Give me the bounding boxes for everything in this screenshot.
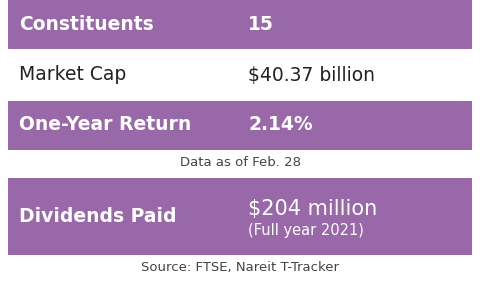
Text: Data as of Feb. 28: Data as of Feb. 28 [180,155,300,169]
Text: 2.14%: 2.14% [248,115,312,135]
Text: Source: FTSE, Nareit T-Tracker: Source: FTSE, Nareit T-Tracker [141,262,339,274]
Bar [8,0,472,50]
Text: $204 million: $204 million [248,199,377,219]
Text: Market Cap: Market Cap [19,65,126,85]
Text: Dividends Paid: Dividends Paid [19,207,177,226]
Bar [8,100,472,150]
Bar [8,178,472,255]
Text: Constituents: Constituents [19,16,154,34]
Text: One-Year Return: One-Year Return [19,115,191,135]
Bar [8,50,472,100]
Text: 15: 15 [248,16,274,34]
Text: (Full year 2021): (Full year 2021) [248,223,364,238]
Text: $40.37 billion: $40.37 billion [248,65,375,85]
